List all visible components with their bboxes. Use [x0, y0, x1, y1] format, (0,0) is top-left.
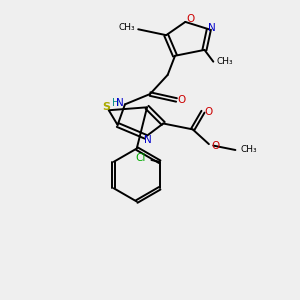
Text: N: N	[144, 135, 152, 145]
Text: CH₃: CH₃	[217, 57, 233, 66]
Text: H: H	[112, 98, 119, 109]
Text: N: N	[116, 98, 124, 109]
Text: S: S	[102, 102, 110, 112]
Text: O: O	[211, 141, 220, 151]
Text: CH₃: CH₃	[118, 23, 135, 32]
Text: O: O	[204, 107, 212, 117]
Text: CH₃: CH₃	[241, 146, 257, 154]
Text: O: O	[186, 14, 194, 24]
Text: N: N	[208, 23, 216, 33]
Text: Cl: Cl	[135, 153, 146, 163]
Text: O: O	[178, 95, 186, 105]
